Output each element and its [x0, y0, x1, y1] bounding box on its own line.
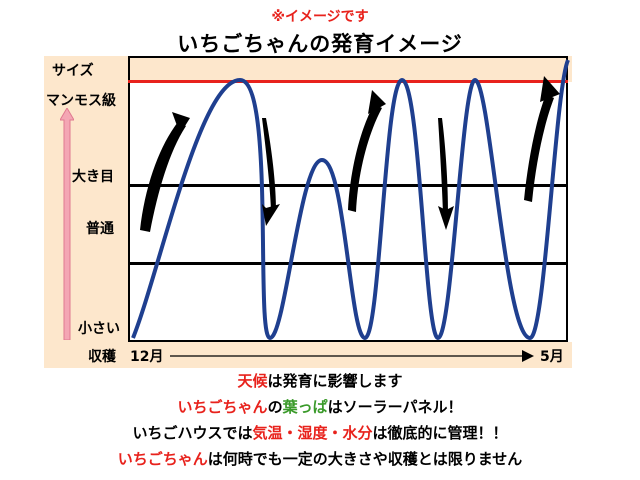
caption-leaves: いちごちゃんの葉っぱはソーラーパネル！ — [0, 396, 640, 417]
rise-arrow-1-icon — [140, 112, 190, 232]
x-label-start: 12月 — [130, 349, 164, 365]
caption-segment: 気温・湿度・水分 — [252, 424, 373, 442]
x-axis-title: 収穫 — [88, 349, 116, 365]
y-axis-title: サイズ — [52, 63, 94, 79]
rise-arrow-2-icon — [348, 90, 386, 212]
size-axis-arrow-icon — [60, 108, 74, 340]
caption-weather: 天候は発育に影響します — [0, 370, 640, 391]
caption-segment: 葉っぱ — [282, 398, 328, 416]
x-label-end: 5月 — [540, 349, 564, 365]
caption-segment: 天候 — [237, 372, 268, 390]
caption-segment: いちごちゃん — [177, 398, 268, 416]
drop-arrow-2-icon — [438, 118, 454, 230]
rise-arrow-3-icon — [524, 76, 560, 202]
caption-segment: は徹底的に管理！！ — [372, 424, 508, 442]
size-axis-band — [44, 56, 128, 368]
caption-segment: の — [267, 398, 283, 416]
caption-segment: は発育に影響します — [267, 372, 403, 390]
caption-house-control: いちごハウスでは気温・湿度・水分は徹底的に管理！！ — [0, 422, 640, 443]
drop-arrow-1-icon — [262, 118, 280, 226]
diagram-title: いちごちゃんの発育イメージ — [177, 32, 463, 56]
y-label-big: 大き目 — [72, 169, 114, 185]
y-label-normal: 普通 — [86, 221, 114, 237]
top-band — [44, 56, 572, 82]
image-note: ※イメージです — [271, 9, 369, 25]
chart-frame — [128, 56, 568, 342]
growth-curve — [131, 59, 570, 341]
y-label-mammoth: マンモス級 — [46, 93, 116, 109]
caption-segment: いちごちゃん — [117, 450, 208, 468]
caption-segment: は何時でも一定の大きさや収穫とは限りません — [207, 450, 523, 468]
max-size-line — [128, 80, 568, 83]
caption-segment: いちごハウスでは — [132, 424, 253, 442]
big-size-line — [128, 184, 568, 187]
harvest-band — [44, 342, 572, 368]
caption-not-constant: いちごちゃんは何時でも一定の大きさや収穫とは限りません — [0, 448, 640, 469]
y-label-small: 小さい — [78, 321, 120, 337]
caption-segment: はソーラーパネル！ — [327, 398, 463, 416]
